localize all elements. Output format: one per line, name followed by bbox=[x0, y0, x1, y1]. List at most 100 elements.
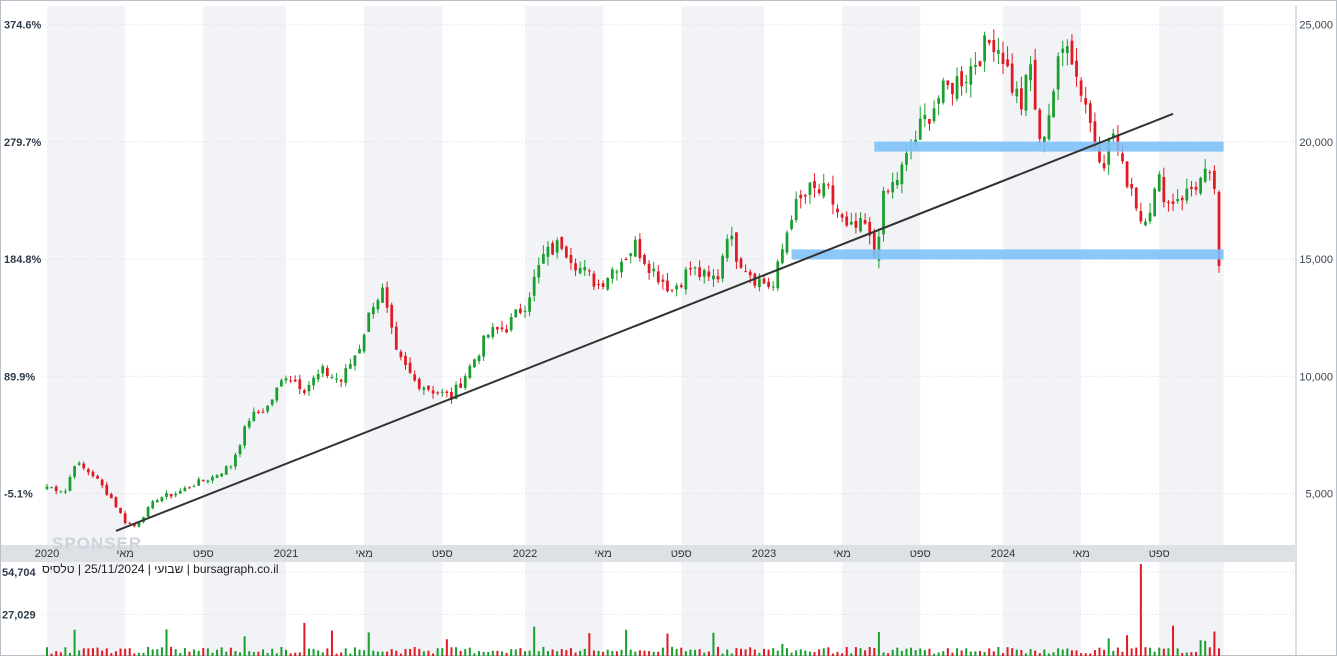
candle-body bbox=[445, 391, 449, 394]
volume-bar bbox=[537, 651, 540, 656]
volume-bar bbox=[64, 647, 67, 656]
candle-body bbox=[252, 411, 256, 422]
candle-body bbox=[941, 80, 945, 103]
x-tick-label: מאי bbox=[594, 548, 611, 560]
candle-body bbox=[1190, 186, 1193, 189]
candle-body bbox=[877, 236, 881, 261]
candle-body bbox=[303, 390, 306, 394]
volume-bar bbox=[992, 651, 995, 656]
volume-bar bbox=[979, 650, 982, 656]
candle-body bbox=[928, 119, 931, 124]
candle-body bbox=[275, 387, 279, 401]
candle-body bbox=[105, 484, 109, 495]
candle-body bbox=[450, 391, 453, 400]
candle-body bbox=[1061, 48, 1065, 53]
candle-body bbox=[670, 289, 674, 291]
volume-bar bbox=[137, 652, 140, 656]
volume-bar bbox=[808, 651, 811, 656]
volume-bar bbox=[225, 651, 228, 656]
candle-body bbox=[1162, 176, 1166, 203]
volume-bar bbox=[804, 650, 807, 656]
volume-bar bbox=[629, 649, 632, 656]
volume-bar bbox=[284, 649, 287, 656]
candle-body bbox=[1033, 59, 1037, 110]
volume-bar bbox=[459, 650, 462, 656]
volume-bar bbox=[684, 651, 687, 656]
volume-bar bbox=[1075, 650, 1078, 656]
candle-body bbox=[1001, 52, 1005, 64]
candle-body bbox=[817, 189, 821, 194]
candle-body bbox=[82, 463, 86, 469]
candle-body bbox=[59, 491, 63, 493]
volume-bar bbox=[836, 651, 839, 656]
candle-body bbox=[1079, 80, 1083, 96]
candle-body bbox=[854, 220, 858, 228]
volume-bar bbox=[87, 648, 90, 656]
candle-body bbox=[505, 329, 508, 333]
candle-body bbox=[1208, 172, 1212, 174]
x-tick-label: מאי bbox=[833, 548, 850, 560]
candle-body bbox=[615, 271, 619, 273]
candle-body bbox=[1176, 199, 1180, 202]
volume-bar bbox=[1006, 647, 1009, 656]
candle-body bbox=[987, 39, 991, 44]
volume-bar bbox=[850, 653, 853, 656]
volume-bar bbox=[790, 652, 793, 656]
volume-bar bbox=[464, 649, 467, 656]
candle-body bbox=[243, 426, 247, 446]
candle-body bbox=[468, 365, 472, 378]
volume-bar bbox=[799, 649, 802, 656]
volume-bar bbox=[317, 650, 320, 656]
volume-bar bbox=[262, 649, 265, 656]
volume-bar bbox=[156, 649, 159, 656]
percent-tick-label: 279.7% bbox=[4, 137, 42, 149]
volume-bar bbox=[473, 653, 476, 656]
volume-bar bbox=[1024, 653, 1027, 656]
candle-body bbox=[192, 486, 196, 488]
candle-body bbox=[146, 507, 150, 517]
x-axis-strip: 2020 מאי ספט 2021 מאי ספט 2022 מאי ספט 2023 מאי ספט… bbox=[1, 545, 1296, 562]
volume-bar bbox=[882, 652, 885, 656]
volume-bar bbox=[1158, 647, 1161, 656]
candle-body bbox=[891, 182, 895, 193]
candle-body bbox=[339, 379, 343, 382]
candle-body bbox=[863, 219, 867, 224]
candle-body bbox=[785, 232, 789, 253]
volume-bar bbox=[239, 652, 242, 656]
volume-bar bbox=[340, 652, 343, 656]
candle-body bbox=[643, 255, 646, 264]
volume-bar bbox=[694, 649, 697, 656]
volume-bar bbox=[1181, 653, 1184, 656]
candle-body bbox=[794, 198, 798, 220]
volume-bar bbox=[877, 631, 880, 656]
x-tick-label: ספט bbox=[432, 548, 453, 560]
candle-body bbox=[50, 487, 53, 489]
candle-body bbox=[73, 466, 76, 477]
volume-bar bbox=[1052, 652, 1055, 656]
volume-bar bbox=[1126, 635, 1129, 656]
candle-body bbox=[215, 475, 219, 478]
volume-bar bbox=[758, 652, 761, 656]
price-tick-label: 5,000 bbox=[1305, 488, 1333, 500]
candle-body bbox=[822, 183, 826, 197]
volume-bar bbox=[73, 629, 76, 656]
volume-bar bbox=[510, 649, 513, 656]
price-tick-label: 10,000 bbox=[1299, 371, 1333, 383]
volume-bar bbox=[321, 652, 324, 656]
candle-body bbox=[500, 327, 504, 330]
volume-bar bbox=[1112, 650, 1115, 656]
volume-bar bbox=[735, 648, 738, 656]
volume-bar bbox=[326, 648, 329, 656]
candle-body bbox=[707, 271, 711, 277]
candle-body bbox=[1075, 60, 1078, 77]
candle-body bbox=[528, 297, 531, 312]
candle-body bbox=[978, 61, 982, 67]
volume-bar bbox=[542, 646, 545, 656]
volume-bar bbox=[358, 649, 361, 656]
volume-bar bbox=[160, 647, 163, 656]
volume-bar bbox=[78, 650, 81, 656]
volume-bar bbox=[128, 648, 131, 656]
candle-body bbox=[1194, 186, 1198, 190]
volume-bar bbox=[478, 651, 481, 656]
candle-body bbox=[872, 232, 876, 258]
